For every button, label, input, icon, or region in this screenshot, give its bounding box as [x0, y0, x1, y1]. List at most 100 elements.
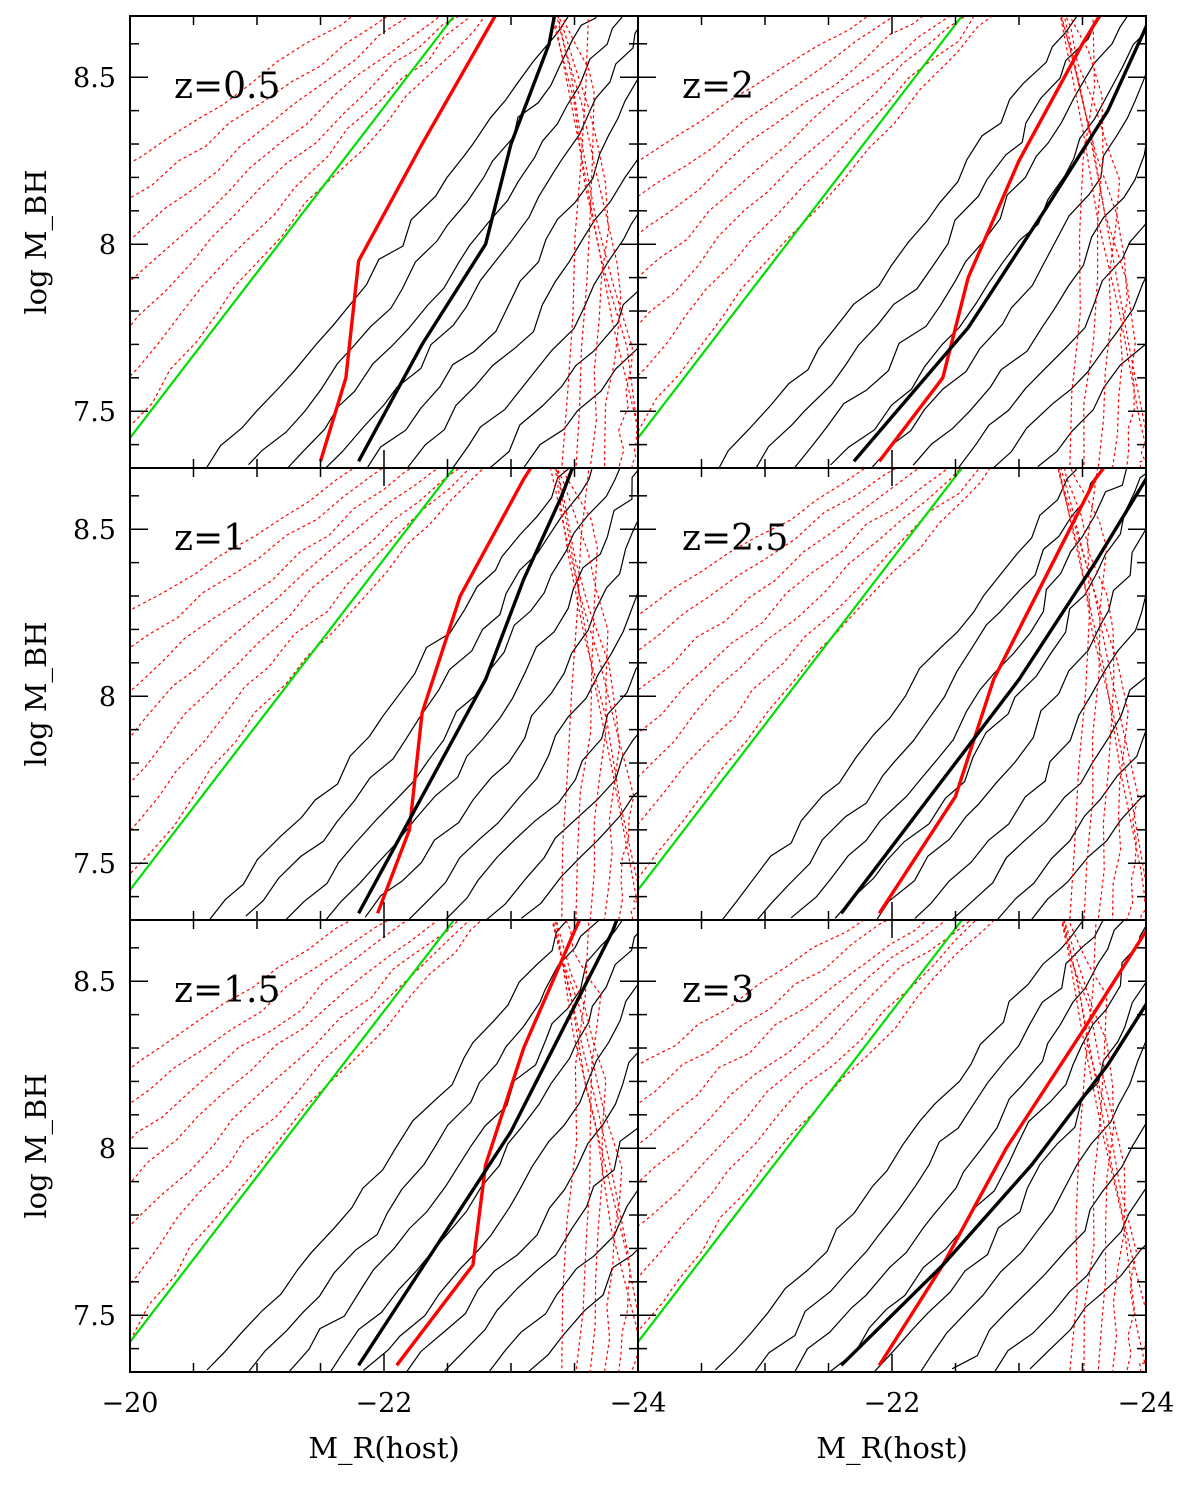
black-contour-line	[365, 362, 701, 917]
black-contours	[207, 814, 768, 1375]
red-contour-line	[133, 863, 589, 1373]
black-contours	[715, 814, 1188, 1375]
black-contours	[717, 0, 1188, 472]
y-axis-title: log M_BH	[19, 169, 54, 314]
red-dotted-contours	[527, 384, 1160, 967]
red-contour-line	[585, 847, 1125, 1373]
red-median-line	[397, 764, 651, 1365]
y-tick-label: 7.5	[73, 1301, 116, 1332]
black-contour-line	[486, 814, 749, 1375]
y-tick-label: 8.5	[73, 515, 116, 546]
black-contour-line	[246, 814, 672, 1375]
red-contour-line	[92, 857, 606, 1373]
black-contour-line	[951, 362, 1188, 920]
red-dotted-contours	[535, 838, 1162, 1421]
red-contour-line	[21, 838, 652, 1422]
x-axis-title: M_R(host)	[308, 1431, 459, 1466]
black-contour-line	[289, 814, 683, 1372]
panel-label: z=3	[682, 970, 754, 1011]
y-tick-label: 7.5	[73, 397, 116, 428]
black-contour-line	[1030, 814, 1188, 1369]
red-median-line	[321, 0, 689, 461]
y-tick-label: 8.5	[73, 967, 116, 998]
red-contour-line	[38, 0, 637, 468]
red-contour-line	[527, 384, 1160, 967]
black-contour-line	[249, 0, 673, 465]
red-contour-line	[604, 853, 1114, 1373]
y-tick-label: 8	[99, 230, 116, 261]
black-contour-line	[524, 814, 768, 1375]
panel-plot-area	[26, 179, 767, 964]
red-contour-line	[78, 395, 620, 920]
black-contour-line	[994, 814, 1188, 1373]
panel-label: z=1.5	[174, 970, 280, 1011]
red-dotted-contours	[24, 0, 653, 517]
black-contour-line	[958, 0, 1188, 469]
red-contour-line	[586, 0, 1127, 468]
red-median-line	[879, 379, 1171, 913]
panel-plot-area	[527, 195, 1188, 967]
black-median-line	[359, 0, 600, 461]
black-contour-line	[876, 362, 1188, 921]
red-contour-line	[569, 843, 1136, 1372]
black-contour-line	[445, 814, 733, 1371]
red-contour-line	[605, 403, 1114, 920]
red-contour-line	[566, 0, 1135, 468]
black-contour-line	[484, 362, 751, 922]
y-tick-label: 8.5	[73, 63, 116, 94]
x-tick-label: −22	[356, 1388, 413, 1419]
black-contour-line	[324, 0, 692, 470]
black-contours	[206, 362, 767, 924]
black-contour-line	[952, 814, 1188, 1369]
black-median-line	[841, 831, 1188, 1365]
x-axis-title: M_R(host)	[816, 1431, 967, 1466]
red-contour-line	[56, 0, 633, 468]
black-contour-line	[918, 814, 1188, 1375]
black-contour-line	[715, 814, 1171, 1370]
panel-label: z=1	[174, 518, 246, 559]
panel-label: z=2	[682, 66, 754, 107]
y-axis-title: log M_BH	[19, 621, 54, 766]
panel-4: z=2.5	[527, 195, 1188, 967]
panel-label: z=0.5	[174, 66, 280, 107]
y-axis-title: log M_BH	[19, 1073, 54, 1218]
x-tick-label: −24	[1118, 1388, 1175, 1419]
x-tick-label: −22	[864, 1388, 921, 1419]
panel-1: z=0.5	[24, 0, 768, 517]
black-contour-line	[367, 0, 701, 469]
y-tick-label: 8	[99, 1134, 116, 1165]
red-contour-line	[75, 848, 622, 1372]
black-contour-line	[830, 814, 1188, 1371]
red-contour-line	[24, 0, 653, 517]
red-contour-line	[569, 390, 1139, 920]
red-contour-line	[58, 847, 630, 1372]
red-contour-line	[115, 862, 601, 1372]
black-contour-line	[446, 362, 734, 919]
black-contour-line	[323, 362, 690, 924]
black-contour-line	[835, 362, 1188, 918]
black-contour-line	[915, 362, 1188, 918]
red-dotted-contours	[21, 838, 652, 1422]
x-tick-label: −20	[102, 1388, 159, 1419]
black-median-line	[359, 346, 651, 914]
red-contour-line	[535, 838, 1162, 1421]
black-contour-line	[207, 814, 663, 1370]
black-contour-line	[755, 0, 1180, 469]
red-contour-line	[552, 844, 1153, 1372]
black-contour-line	[717, 0, 1171, 472]
black-contour-line	[752, 814, 1180, 1375]
panel-3: z=1	[26, 179, 767, 964]
y-tick-label: 8	[99, 682, 116, 713]
black-contour-line	[286, 0, 682, 470]
x-tick-label: −24	[610, 1388, 667, 1419]
black-contours	[719, 362, 1188, 924]
red-dotted-contours	[26, 385, 652, 964]
y-tick-label: 7.5	[73, 849, 116, 880]
black-contour-line	[404, 0, 715, 472]
black-contour-line	[1030, 362, 1188, 922]
red-contour-line	[59, 391, 634, 920]
black-contour-line	[756, 362, 1181, 922]
red-median-line	[378, 179, 715, 914]
